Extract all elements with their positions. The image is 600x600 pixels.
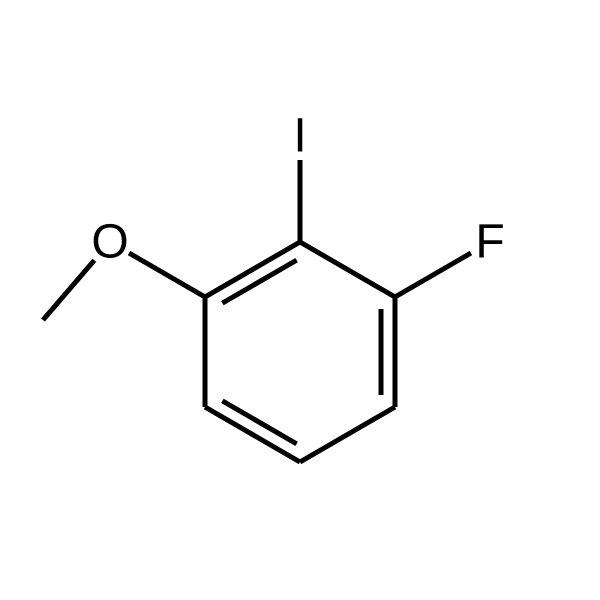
atom-label-i: I bbox=[293, 110, 306, 163]
atom-label-f: F bbox=[475, 216, 504, 269]
atom-label-o: O bbox=[91, 216, 128, 269]
chemical-structure: O I F bbox=[0, 0, 600, 600]
